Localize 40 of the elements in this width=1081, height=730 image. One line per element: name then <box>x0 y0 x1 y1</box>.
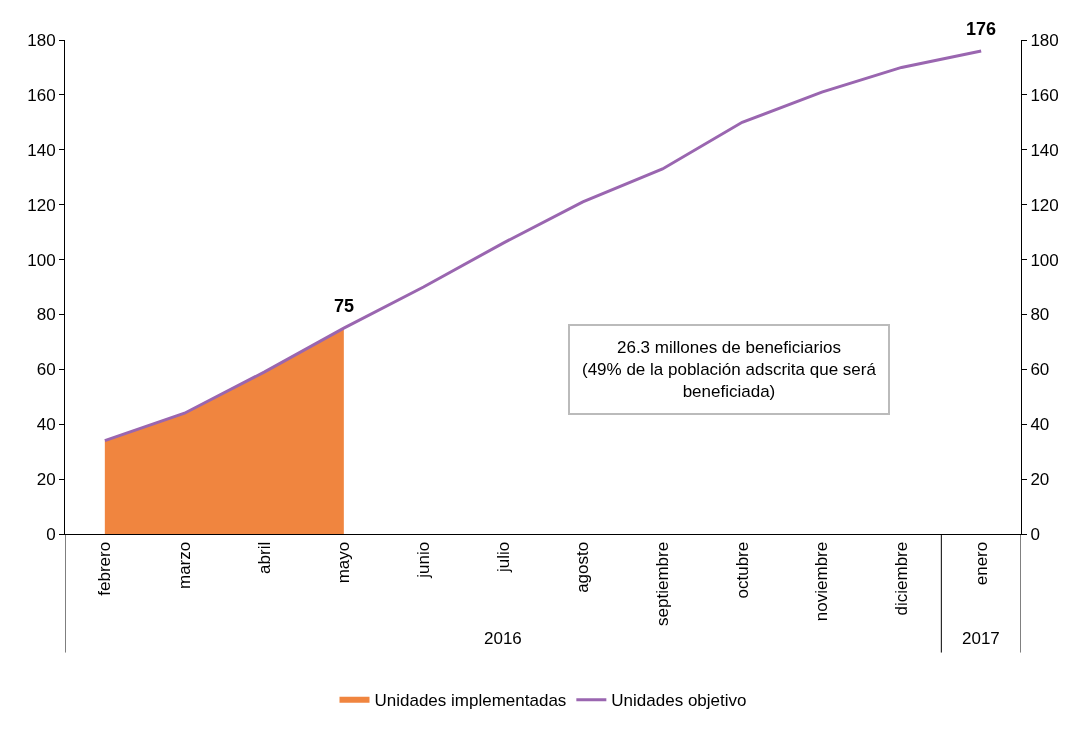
y-tick-label: 60 <box>36 360 56 380</box>
y-tick-label: 0 <box>46 524 56 544</box>
x-tick-label: junio <box>414 541 434 579</box>
y2-tick-label: 40 <box>1030 415 1050 435</box>
y-tick-label: 20 <box>36 470 56 490</box>
x-tick-label: marzo <box>175 541 195 590</box>
x-tick-label: enero <box>971 541 991 586</box>
y2-tick-label: 120 <box>1030 195 1059 215</box>
annotation: 75 <box>334 296 355 316</box>
text: 2017 <box>962 629 1000 648</box>
annotation: 26.3 millones de beneficiarios (49% de la población adscrita que será beneficiada) <box>582 338 877 402</box>
y2-tick-label: 100 <box>1030 250 1059 270</box>
y2-tick-label: 20 <box>1030 470 1050 490</box>
x-tick-label: septiembre <box>653 541 673 626</box>
y-tick-label: 100 <box>27 250 56 270</box>
legend-label: Unidades implementadas <box>374 691 567 711</box>
y-tick-label: 160 <box>27 85 56 105</box>
annotation: 176 <box>966 19 997 39</box>
x-tick-label: octubre <box>732 541 752 599</box>
legend-label: Unidades objetivo <box>611 691 747 711</box>
y-tick-label: 80 <box>36 305 56 325</box>
x-tick-label: noviembre <box>812 541 832 622</box>
x-tick-label: febrero <box>95 541 115 596</box>
y2-tick-label: 160 <box>1030 85 1059 105</box>
x-tick-label: agosto <box>573 541 593 593</box>
y-tick-label: 180 <box>27 30 56 50</box>
x-tick-label: diciembre <box>892 541 912 616</box>
y-tick-label: 40 <box>36 415 56 435</box>
y-tick-label: 140 <box>27 140 56 160</box>
y2-tick-label: 180 <box>1030 30 1059 50</box>
y-tick-label: 120 <box>27 195 56 215</box>
x-tick-label: abril <box>254 541 274 574</box>
y2-tick-label: 60 <box>1030 360 1050 380</box>
y2-tick-label: 80 <box>1030 305 1050 325</box>
x-tick-label: julio <box>493 541 513 574</box>
text: 2016 <box>484 629 522 648</box>
y2-tick-label: 0 <box>1030 524 1040 544</box>
y2-tick-label: 140 <box>1030 140 1059 160</box>
x-tick-label: mayo <box>334 541 354 584</box>
line-series <box>103 49 983 443</box>
